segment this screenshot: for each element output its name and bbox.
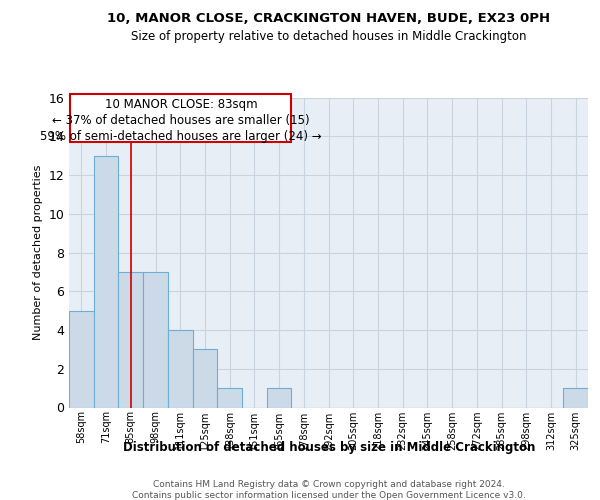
Bar <box>193 350 217 408</box>
Text: Contains HM Land Registry data © Crown copyright and database right 2024.: Contains HM Land Registry data © Crown c… <box>153 480 505 489</box>
Text: Size of property relative to detached houses in Middle Crackington: Size of property relative to detached ho… <box>131 30 527 43</box>
Text: 10, MANOR CLOSE, CRACKINGTON HAVEN, BUDE, EX23 0PH: 10, MANOR CLOSE, CRACKINGTON HAVEN, BUDE… <box>107 12 550 26</box>
Bar <box>118 272 143 407</box>
Bar <box>94 156 118 408</box>
Bar <box>168 330 193 407</box>
Bar <box>143 272 168 407</box>
FancyBboxPatch shape <box>70 94 292 142</box>
Bar <box>267 388 292 407</box>
Text: Contains public sector information licensed under the Open Government Licence v3: Contains public sector information licen… <box>132 491 526 500</box>
Text: 10 MANOR CLOSE: 83sqm: 10 MANOR CLOSE: 83sqm <box>104 98 257 112</box>
Text: ← 37% of detached houses are smaller (15): ← 37% of detached houses are smaller (15… <box>52 114 310 127</box>
Bar <box>217 388 242 407</box>
Text: Distribution of detached houses by size in Middle Crackington: Distribution of detached houses by size … <box>122 441 535 454</box>
Y-axis label: Number of detached properties: Number of detached properties <box>33 165 43 340</box>
Bar <box>69 310 94 408</box>
Bar <box>563 388 588 407</box>
Text: 59% of semi-detached houses are larger (24) →: 59% of semi-detached houses are larger (… <box>40 130 322 143</box>
